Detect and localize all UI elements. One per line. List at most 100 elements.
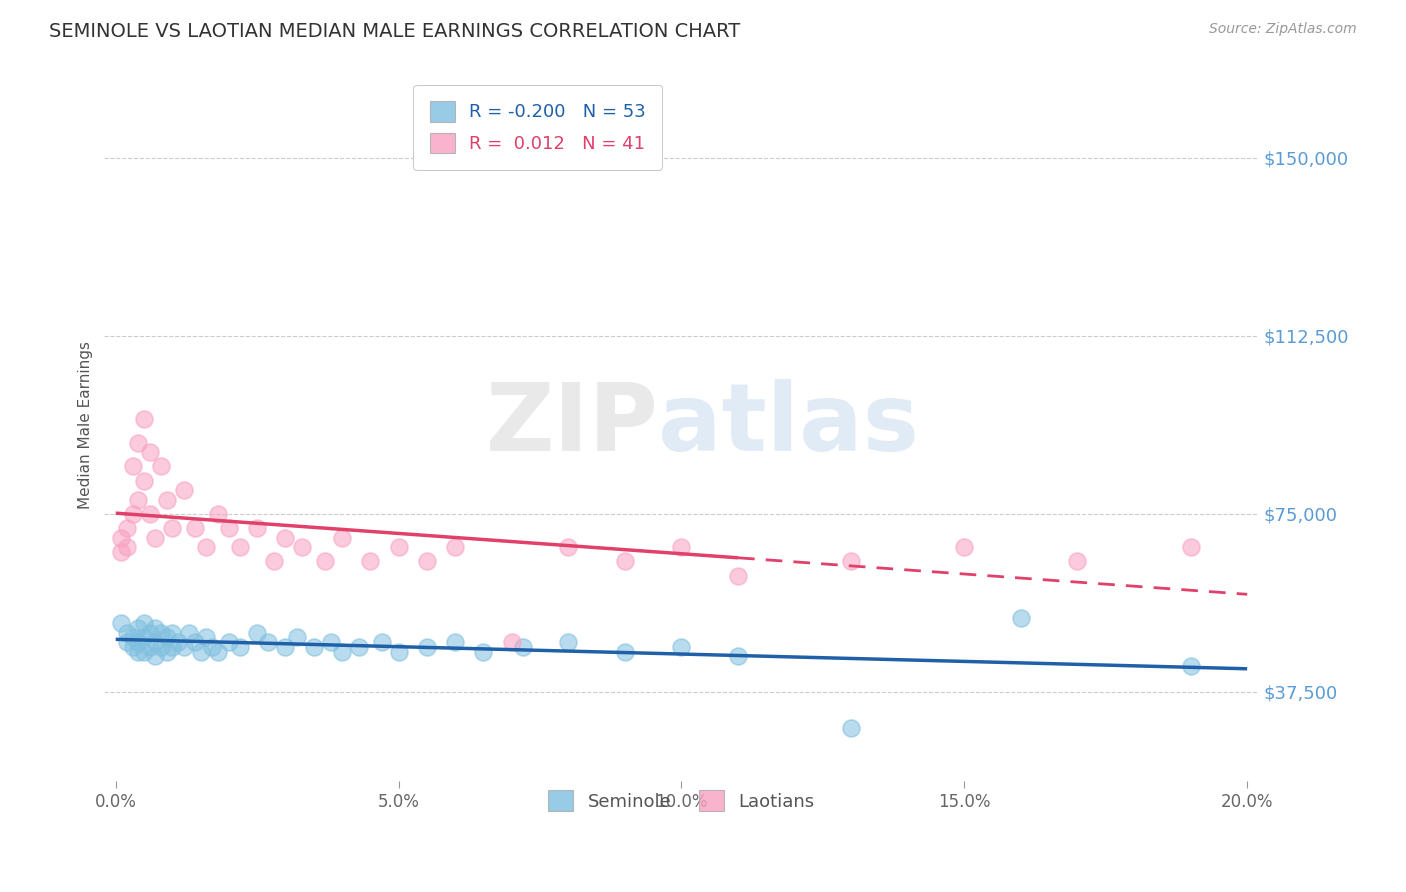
- Point: [263, 554, 285, 568]
- Point: [127, 492, 149, 507]
- Point: [229, 640, 252, 654]
- Point: [167, 635, 190, 649]
- Point: [671, 540, 693, 554]
- Point: [121, 459, 143, 474]
- Point: [190, 644, 212, 658]
- Point: [274, 531, 297, 545]
- Point: [110, 531, 132, 545]
- Point: [359, 554, 381, 568]
- Point: [472, 644, 495, 658]
- Point: [839, 721, 862, 735]
- Point: [246, 521, 269, 535]
- Point: [613, 644, 636, 658]
- Point: [512, 640, 534, 654]
- Point: [162, 640, 184, 654]
- Point: [121, 507, 143, 521]
- Point: [155, 644, 177, 658]
- Point: [138, 507, 160, 521]
- Point: [138, 640, 160, 654]
- Point: [195, 630, 218, 644]
- Point: [143, 649, 166, 664]
- Text: atlas: atlas: [658, 379, 920, 471]
- Point: [671, 640, 693, 654]
- Point: [132, 616, 155, 631]
- Point: [173, 640, 195, 654]
- Point: [218, 521, 240, 535]
- Point: [218, 635, 240, 649]
- Point: [127, 635, 149, 649]
- Point: [115, 635, 138, 649]
- Point: [127, 621, 149, 635]
- Point: [229, 540, 252, 554]
- Point: [953, 540, 976, 554]
- Point: [613, 554, 636, 568]
- Point: [207, 644, 229, 658]
- Text: ZIP: ZIP: [485, 379, 658, 471]
- Point: [162, 521, 184, 535]
- Point: [132, 644, 155, 658]
- Point: [155, 630, 177, 644]
- Point: [319, 635, 342, 649]
- Point: [387, 644, 409, 658]
- Point: [839, 554, 862, 568]
- Point: [149, 640, 172, 654]
- Point: [132, 474, 155, 488]
- Point: [444, 540, 467, 554]
- Point: [143, 531, 166, 545]
- Point: [127, 435, 149, 450]
- Point: [314, 554, 336, 568]
- Point: [132, 630, 155, 644]
- Point: [1010, 611, 1032, 625]
- Point: [149, 459, 172, 474]
- Point: [143, 635, 166, 649]
- Legend: Seminole, Laotians: Seminole, Laotians: [534, 776, 830, 825]
- Text: SEMINOLE VS LAOTIAN MEDIAN MALE EARNINGS CORRELATION CHART: SEMINOLE VS LAOTIAN MEDIAN MALE EARNINGS…: [49, 22, 741, 41]
- Point: [110, 616, 132, 631]
- Point: [143, 621, 166, 635]
- Point: [207, 507, 229, 521]
- Point: [387, 540, 409, 554]
- Point: [115, 625, 138, 640]
- Point: [444, 635, 467, 649]
- Point: [115, 521, 138, 535]
- Point: [557, 635, 579, 649]
- Point: [370, 635, 392, 649]
- Point: [347, 640, 370, 654]
- Point: [501, 635, 523, 649]
- Point: [1066, 554, 1088, 568]
- Point: [285, 630, 308, 644]
- Point: [302, 640, 325, 654]
- Y-axis label: Median Male Earnings: Median Male Earnings: [79, 341, 93, 508]
- Point: [121, 630, 143, 644]
- Point: [149, 625, 172, 640]
- Point: [138, 445, 160, 459]
- Point: [1180, 658, 1202, 673]
- Point: [330, 531, 353, 545]
- Point: [121, 640, 143, 654]
- Point: [184, 635, 207, 649]
- Point: [127, 644, 149, 658]
- Point: [330, 644, 353, 658]
- Point: [201, 640, 224, 654]
- Point: [257, 635, 280, 649]
- Point: [138, 625, 160, 640]
- Point: [416, 640, 439, 654]
- Point: [291, 540, 314, 554]
- Point: [179, 625, 201, 640]
- Text: Source: ZipAtlas.com: Source: ZipAtlas.com: [1209, 22, 1357, 37]
- Point: [173, 483, 195, 497]
- Point: [1180, 540, 1202, 554]
- Point: [727, 649, 749, 664]
- Point: [416, 554, 439, 568]
- Point: [115, 540, 138, 554]
- Point: [110, 545, 132, 559]
- Point: [132, 412, 155, 426]
- Point: [155, 492, 177, 507]
- Point: [727, 568, 749, 582]
- Point: [184, 521, 207, 535]
- Point: [246, 625, 269, 640]
- Point: [162, 625, 184, 640]
- Point: [557, 540, 579, 554]
- Point: [195, 540, 218, 554]
- Point: [274, 640, 297, 654]
